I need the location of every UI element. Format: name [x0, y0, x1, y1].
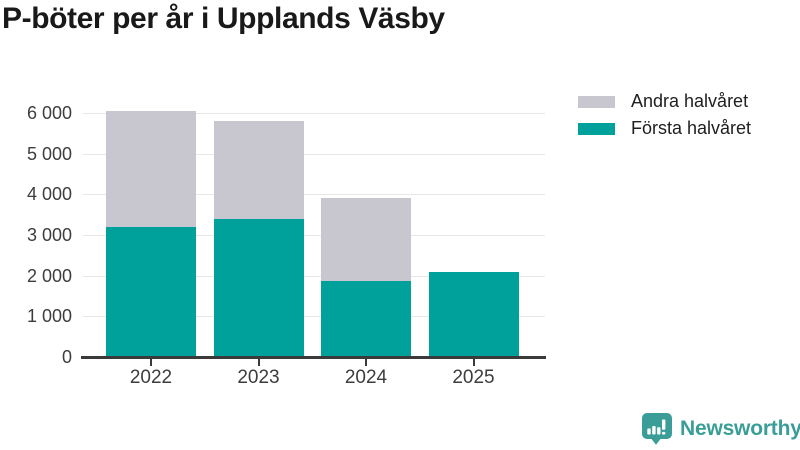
- bar-segment-forsta-halvaret-2023: [213, 219, 304, 358]
- bar-segment-forsta-halvaret-2024: [321, 281, 411, 358]
- x-axis-tick: [472, 359, 475, 366]
- gridline-6000: [83, 112, 545, 114]
- newsworthy-brand-text: Newsworthy: [680, 417, 800, 440]
- y-axis-tick-label: 6 000: [26, 102, 72, 123]
- bar-segment-forsta-halvaret-2025: [428, 272, 519, 358]
- y-axis-tick-label: 5 000: [26, 143, 72, 164]
- x-axis-tick-label: 2022: [129, 367, 173, 388]
- y-axis-tick-label: 2 000: [26, 265, 72, 286]
- chart-title: P-böter per år i Upplands Väsby: [2, 2, 445, 35]
- legend-item-andra-halvaret: Andra halvåret: [578, 91, 751, 111]
- gridline-1000: [83, 316, 545, 318]
- legend-swatch-andra-halvaret: [578, 95, 615, 108]
- newsworthy-bubble-chart-icon: [642, 413, 672, 445]
- bar-segment-andra-halvaret-2024: [321, 197, 411, 282]
- y-axis-tick-label: 0: [61, 347, 72, 367]
- legend-label: Andra halvåret: [631, 91, 749, 111]
- y-axis-tick-label: 4 000: [26, 184, 72, 205]
- legend-label: Första halvåret: [631, 118, 752, 138]
- newsworthy-logo-link[interactable]: Newsworthy: [641, 412, 800, 446]
- legend-swatch-forsta-halvaret: [578, 122, 615, 135]
- y-axis-tick-label: 1 000: [26, 306, 72, 327]
- chart-legend: Andra halvåret Första halvåret: [578, 91, 752, 138]
- x-axis-tick: [365, 359, 367, 366]
- gridline-5000: [83, 153, 545, 155]
- x-axis-tick: [257, 359, 260, 366]
- legend-item-forsta-halvaret: Första halvåret: [578, 118, 752, 138]
- y-axis-tick-label: 3 000: [26, 224, 72, 245]
- gridline-4000: [83, 194, 545, 196]
- bar-segment-andra-halvaret-2023: [213, 121, 304, 220]
- gridline-2000: [83, 275, 545, 277]
- x-axis-line: [81, 356, 546, 359]
- x-axis-tick: [150, 359, 152, 366]
- gridline-3000: [83, 234, 545, 236]
- bar-segment-andra-halvaret-2022: [106, 110, 196, 227]
- x-axis-tick-label: 2025: [452, 367, 495, 388]
- x-axis-tick-label: 2023: [237, 367, 280, 388]
- bar-segment-forsta-halvaret-2022: [106, 226, 196, 358]
- x-axis-tick-label: 2024: [344, 367, 388, 388]
